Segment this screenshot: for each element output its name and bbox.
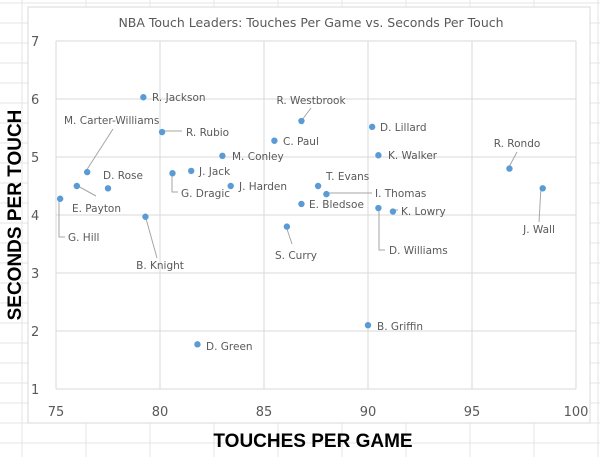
data-point[interactable] (539, 185, 546, 192)
data-point[interactable] (140, 94, 147, 101)
y-tick-label: 2 (31, 325, 39, 340)
data-label: R. Rubio (186, 127, 229, 139)
data-label: B. Griffin (377, 321, 423, 333)
data-label: I. Thomas (375, 188, 426, 200)
leader-line (378, 207, 385, 251)
y-tick-label: 5 (31, 151, 39, 166)
x-tick-label: 90 (360, 405, 377, 420)
y-tick-label: 1 (31, 383, 39, 398)
data-point[interactable] (194, 341, 201, 348)
y-tick-label: 6 (31, 93, 39, 108)
data-point[interactable] (375, 204, 382, 212)
data-label: K. Walker (388, 150, 438, 162)
data-point[interactable] (506, 165, 513, 172)
data-label: M. Carter-Williams (64, 115, 159, 127)
data-point[interactable] (56, 195, 64, 202)
leader-line (301, 107, 312, 121)
gridlines (55, 40, 577, 390)
leader-line (508, 151, 518, 168)
data-point[interactable] (298, 200, 305, 208)
data-labels: R. Jackson R. Westbrook D. Lillard R. Rubio… (64, 92, 555, 353)
data-label: K. Lowry (401, 206, 446, 218)
x-tick-label: 95 (464, 405, 481, 420)
data-point[interactable] (389, 208, 397, 215)
x-tick-label: 100 (564, 405, 589, 420)
x-tick-label: 75 (48, 405, 65, 420)
data-point[interactable] (169, 170, 176, 177)
leader-line (58, 198, 65, 238)
data-label: D. Green (206, 341, 253, 353)
x-tick-label: 85 (256, 405, 273, 420)
data-label: J. Wall (522, 224, 555, 236)
leader-lines (58, 107, 542, 259)
leader-line (171, 172, 178, 193)
data-label: R. Rondo (494, 138, 541, 150)
data-point[interactable] (314, 182, 322, 190)
data-label: R. Jackson (152, 92, 206, 104)
data-point[interactable] (283, 223, 291, 230)
data-point[interactable] (104, 185, 112, 192)
data-point[interactable] (368, 123, 376, 131)
data-label: J. Jack (198, 166, 231, 178)
data-label: M. Conley (232, 151, 284, 163)
data-point[interactable] (364, 322, 372, 329)
leader-line (538, 186, 542, 223)
data-label: D. Rose (103, 170, 143, 182)
data-point[interactable] (84, 168, 91, 176)
data-points (56, 94, 546, 348)
y-axis-title: SECONDS PER TOUCH (5, 110, 26, 321)
data-point[interactable] (375, 152, 382, 159)
data-label: G. Hill (68, 232, 99, 244)
data-label: E. Bledsoe (309, 199, 364, 211)
data-label: D. Williams (389, 245, 448, 257)
data-point[interactable] (298, 117, 305, 125)
tick-labels: 75 80 85 90 95 100 1 2 3 4 5 6 7 (31, 35, 588, 420)
y-tick-label: 4 (31, 209, 39, 224)
x-tick-label: 80 (152, 405, 169, 420)
data-point[interactable] (142, 213, 149, 220)
x-axis-title: TOUCHES PER GAME (213, 431, 412, 452)
data-label: B. Knight (136, 260, 184, 272)
data-point[interactable] (219, 152, 226, 160)
y-tick-label: 3 (31, 267, 39, 282)
data-label: E. Payton (72, 203, 121, 215)
data-point[interactable] (323, 190, 330, 198)
data-point[interactable] (188, 167, 195, 175)
data-point[interactable] (73, 182, 81, 190)
leader-line (144, 214, 158, 259)
data-label: R. Westbrook (276, 95, 346, 107)
data-label: G. Dragic (181, 188, 230, 200)
data-point[interactable] (271, 137, 278, 144)
leader-line (85, 128, 114, 172)
data-label: J. Harden (238, 181, 287, 193)
y-tick-label: 7 (31, 35, 39, 50)
data-point[interactable] (227, 182, 234, 190)
data-label: D. Lillard (380, 122, 427, 134)
chart-title: NBA Touch Leaders: Touches Per Game vs. … (118, 15, 503, 30)
data-label: T. Evans (325, 171, 369, 183)
data-label: S. Curry (275, 250, 317, 262)
data-label: C. Paul (283, 136, 319, 148)
data-point[interactable] (158, 128, 166, 136)
